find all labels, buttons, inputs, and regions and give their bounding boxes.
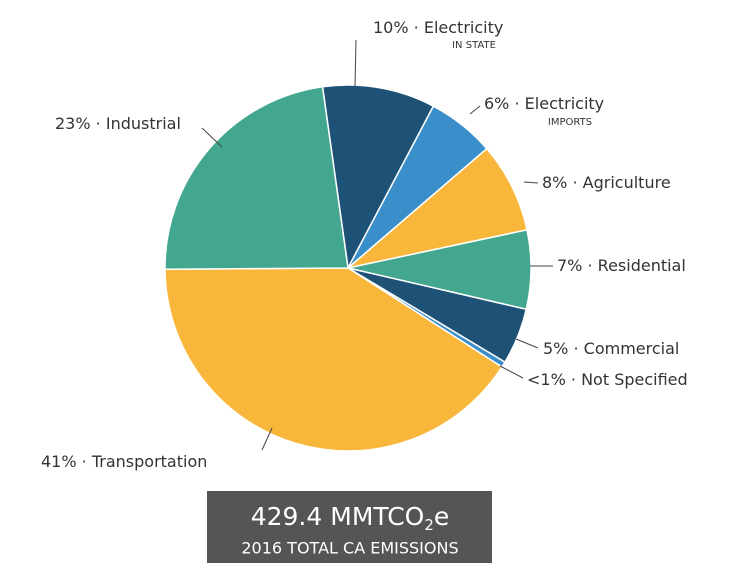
pie-slice — [164, 85, 349, 270]
leader-line — [499, 365, 524, 379]
category-label: Transportation — [91, 452, 208, 471]
value-label: 6% — [484, 94, 509, 113]
separator: · — [573, 339, 578, 358]
slice-label: 41% · Transportation — [41, 452, 207, 471]
category-label: Industrial — [106, 114, 181, 133]
value-label: 7% — [557, 256, 582, 275]
slice-label: 6% · Electricity — [484, 94, 604, 113]
separator: · — [571, 370, 576, 389]
total-unit-suffix: e — [434, 502, 449, 531]
category-label: Commercial — [584, 339, 680, 358]
total-caption: 2016 TOTAL CA EMISSIONS — [241, 539, 458, 558]
value-label: 41% — [41, 452, 77, 471]
pie-slice — [347, 147, 528, 269]
value-label: <1% — [527, 370, 566, 389]
category-label: Residential — [598, 256, 686, 275]
pie-slice — [321, 84, 435, 271]
slice-label: 8% · Agriculture — [542, 173, 671, 192]
pie — [164, 84, 532, 452]
slice-label: 5% · Commercial — [543, 339, 679, 358]
value-label: 10% — [373, 18, 409, 37]
separator: · — [514, 94, 519, 113]
sub-label: IMPORTS — [548, 117, 592, 128]
leader-line — [261, 427, 273, 451]
separator: · — [587, 256, 592, 275]
pie-slice — [164, 267, 503, 452]
category-label: Electricity — [525, 94, 604, 113]
value-label: 8% — [542, 173, 567, 192]
total-unit: MMTCO — [330, 502, 424, 531]
category-label: Not Specified — [581, 370, 688, 389]
category-label: Electricity — [424, 18, 503, 37]
slice-label: 23% · Industrial — [55, 114, 181, 133]
total-value: 429.4 MMTCO2e — [251, 502, 450, 534]
total-box — [207, 491, 492, 563]
labels: 10% · Electricity IN STATE 6% · Electricit… — [41, 18, 688, 471]
slice-label: 10% · Electricity — [373, 18, 503, 37]
slice-label: <1% · Not Specified — [527, 370, 688, 389]
slice-label: 7% · Residential — [557, 256, 686, 275]
leader-line — [469, 105, 481, 115]
leader-line — [523, 181, 539, 184]
sub-label: IN STATE — [452, 40, 496, 51]
separator: · — [82, 452, 87, 471]
leader-line — [201, 127, 223, 148]
category-label: Agriculture — [583, 173, 671, 192]
value-label: 5% — [543, 339, 568, 358]
total-unit-sub: 2 — [424, 516, 434, 534]
total-number: 429.4 — [251, 502, 323, 531]
separator: · — [414, 18, 419, 37]
leader-line — [515, 338, 539, 349]
separator: · — [572, 173, 577, 192]
separator: · — [96, 114, 101, 133]
value-label: 23% — [55, 114, 91, 133]
leader-line — [354, 39, 357, 87]
